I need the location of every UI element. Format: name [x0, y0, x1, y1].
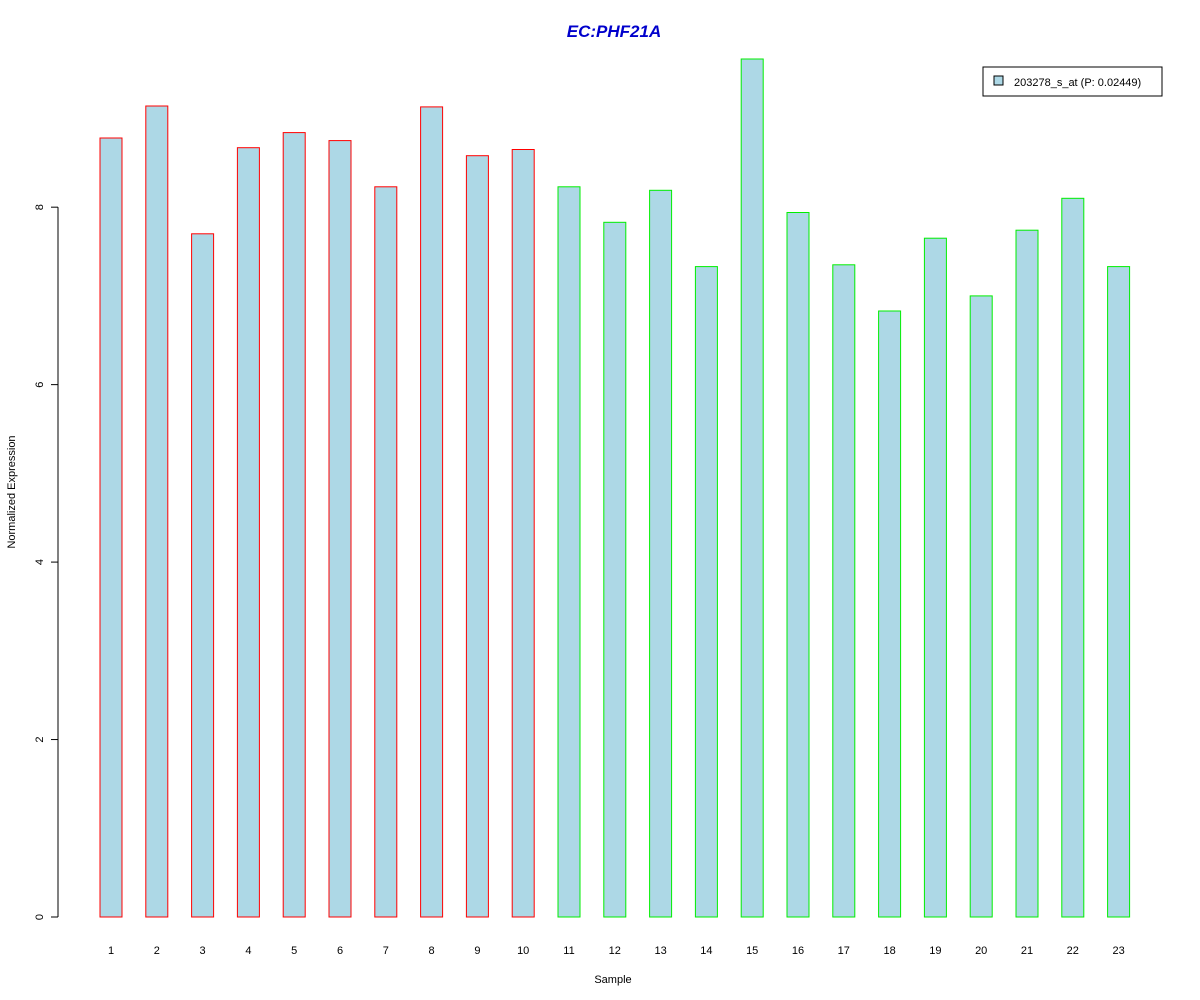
bar: [923, 237, 947, 918]
y-tick-label: 2: [34, 736, 46, 742]
x-tick-label: 16: [792, 945, 804, 957]
x-tick-label: 1: [108, 945, 114, 957]
bar: [420, 106, 444, 918]
x-tick-label: 11: [563, 945, 574, 957]
bar: [786, 212, 810, 918]
x-tick-label: 23: [1112, 945, 1124, 957]
bar: [1107, 266, 1131, 918]
y-tick-label: 6: [34, 382, 46, 388]
x-tick-label: 8: [429, 945, 435, 957]
y-axis-label: Normalized Expression: [6, 435, 18, 548]
bar: [145, 105, 169, 918]
bar: [99, 137, 123, 918]
legend-box: [982, 66, 1163, 97]
legend-swatch: [993, 75, 1004, 86]
bar: [1061, 197, 1085, 918]
bar: [1015, 229, 1039, 918]
bar: [282, 132, 306, 918]
bar: [374, 186, 398, 918]
y-axis: 0 2 4 6 8: [34, 204, 59, 920]
legend: 203278_s_at (P: 0.02449): [982, 66, 1163, 97]
x-tick-label: 2: [154, 945, 160, 957]
bar: [603, 221, 627, 918]
chart-title: EC:PHF21A: [567, 22, 661, 41]
legend-label: 203278_s_at (P: 0.02449): [1014, 77, 1141, 89]
x-tick-label: 19: [929, 945, 941, 957]
x-tick-label: 21: [1021, 945, 1033, 957]
x-tick-labels: 1 2 3 4 5 6 7 8 9 10 11 12 13 14 15 16 17 18 19 20 21 22 23: [108, 945, 1125, 957]
x-axis-label: Sample: [594, 974, 631, 986]
x-tick-label: 9: [474, 945, 480, 957]
bars: [99, 58, 1131, 918]
x-tick-label: 7: [383, 945, 389, 957]
x-tick-label: 18: [883, 945, 895, 957]
bar: [328, 140, 352, 918]
x-tick-label: 6: [337, 945, 343, 957]
bar: [649, 189, 673, 918]
y-tick-label: 8: [34, 204, 46, 210]
x-tick-label: 14: [700, 945, 712, 957]
bar: [511, 149, 535, 918]
x-tick-label: 10: [517, 945, 529, 957]
bar: [191, 233, 215, 918]
bar: [236, 147, 260, 918]
x-tick-label: 17: [838, 945, 850, 957]
bar: [969, 295, 993, 918]
bar: [694, 266, 718, 918]
y-tick-label: 4: [34, 559, 46, 565]
x-tick-label: 5: [291, 945, 297, 957]
bar: [878, 310, 902, 918]
x-tick-label: 3: [200, 945, 206, 957]
x-tick-label: 15: [746, 945, 758, 957]
x-tick-label: 12: [609, 945, 621, 957]
bar: [465, 155, 489, 918]
bar: [740, 58, 764, 918]
x-tick-label: 22: [1067, 945, 1079, 957]
x-tick-label: 4: [245, 945, 251, 957]
y-tick-label: 0: [34, 914, 46, 920]
x-tick-label: 13: [654, 945, 666, 957]
bar: [557, 186, 581, 918]
x-tick-label: 20: [975, 945, 987, 957]
bar: [832, 264, 856, 918]
